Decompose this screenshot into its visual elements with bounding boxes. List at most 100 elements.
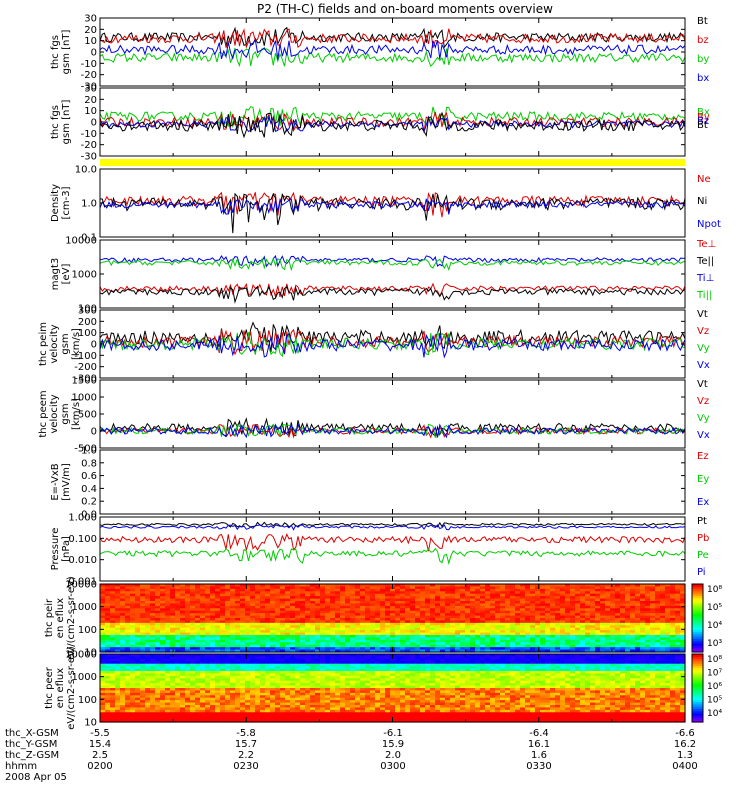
- y-tick-label: -10: [81, 129, 97, 140]
- y-tick-label: 100: [78, 328, 97, 339]
- panel-8: Pressure[nPa] 1.000 0.100 0.010 0.001 Pt Pb Pe P…: [50, 513, 709, 588]
- series-label-Vx: Vx: [697, 430, 710, 441]
- y-tick-label: 0.2: [81, 497, 97, 508]
- orbit-value: -6.1: [383, 728, 403, 739]
- y-axis-label: thc peimvelocitygsm[km/s]: [38, 322, 82, 366]
- series-label-Vx: Vx: [697, 360, 710, 371]
- y-tick-label: 100: [78, 625, 97, 636]
- series-label-bx: bx: [697, 73, 709, 84]
- orbit-value: 15.7: [235, 739, 257, 750]
- series-label-Bt: Bt: [697, 120, 708, 131]
- series-label-Te⊥: Te⊥: [696, 239, 716, 250]
- panel-5: thc peimvelocitygsm[km/s]3002001000-100-…: [38, 306, 710, 385]
- series-label-bz: bz: [697, 35, 709, 46]
- y-tick-label: 1000: [72, 602, 97, 613]
- series-label-Vy: Vy: [697, 413, 710, 424]
- colorbar: 10⁸ 10⁷ 10⁶ 10⁵ 10⁴: [691, 653, 722, 723]
- y-tick-label: 20: [84, 25, 97, 36]
- series-label-Vz: Vz: [697, 396, 709, 407]
- y-tick-label: -100: [74, 351, 97, 362]
- y-tick-label: 10000: [65, 650, 97, 661]
- y-tick-label: 300: [78, 306, 97, 317]
- series-label-Npot: Npot: [697, 219, 721, 230]
- y-axis-label: Density[cm-3]: [50, 184, 72, 222]
- series-label-Ez: Ez: [697, 451, 709, 462]
- series-label-Pi: Pi: [697, 567, 706, 578]
- series-line-Pe: [99, 547, 686, 566]
- colorbar-tick-label: 10³: [707, 639, 722, 649]
- panel-7: E=-VxB[mV/m] 1.00.8 0.6 0.4 0.2 0.0 Ez Ey Ex: [50, 446, 709, 521]
- y-axis-label: thc peemvelocitygsm[km/s]: [38, 390, 82, 437]
- series-label-Ne: Ne: [697, 174, 711, 185]
- figure-title: P2 (TH-C) fields and on-board moments ov…: [257, 2, 553, 16]
- orbit-value: 0330: [526, 761, 551, 772]
- orbit-row-label: thc_Y-GSM: [5, 739, 57, 750]
- y-tick-label: -20: [81, 70, 97, 81]
- y-tick-label: 0.001: [68, 577, 97, 588]
- y-tick-label: 100: [78, 304, 97, 315]
- series-line-Pi: [99, 524, 686, 531]
- spectrogram: [100, 654, 686, 723]
- series-label-Vt: Vt: [697, 379, 708, 390]
- panel-3: Density[cm-3]10.0 1.0 0.1 Ne Ni Npot: [50, 165, 721, 244]
- y-tick-label: 0.8: [81, 458, 97, 469]
- orbit-value: -6.4: [529, 728, 549, 739]
- panel-9: thc peiren efluxeV/(cm2-s-sr-eV) 10⁸10⁵10…: [44, 576, 722, 660]
- series-label-Ey: Ey: [697, 474, 709, 485]
- series-line-Vx: [99, 422, 686, 439]
- series-label-Ni: Ni: [697, 196, 707, 207]
- date-label: 2008 Apr 05: [5, 772, 67, 783]
- panel-10: thc peeren efluxeV/(cm2-s-sr-eV) 10⁸ 10⁷ 10…: [44, 646, 722, 730]
- series-label-Pt: Pt: [697, 516, 707, 527]
- series-label-by: by: [697, 54, 709, 65]
- panel-frame: [99, 449, 686, 515]
- y-tick-label: 1.0: [81, 446, 97, 457]
- orbit-value: 15.4: [89, 739, 111, 750]
- orbit-row-label: thc_X-GSM: [5, 728, 59, 739]
- colorbar-tick-label: 10⁷: [707, 669, 722, 679]
- y-tick-label: 0.010: [68, 555, 97, 566]
- colorbar-tick-label: 10⁴: [707, 709, 722, 719]
- orbit-value: -6.6: [675, 728, 695, 739]
- series-label-By: By: [697, 112, 710, 123]
- series-label-Vy: Vy: [697, 343, 710, 354]
- y-tick-label: 30: [84, 84, 97, 95]
- orbit-row-label: hhmm: [5, 761, 37, 772]
- colorbar-tick-label: 10⁴: [707, 621, 722, 631]
- y-axis-label: magt3[eV]: [50, 258, 72, 291]
- y-tick-label: 0: [91, 48, 97, 59]
- orbit-value: 2.2: [238, 750, 254, 761]
- colorbar-tick-label: 10⁸: [707, 655, 722, 665]
- orbit-row-label: thc_Z-GSM: [5, 750, 59, 761]
- y-tick-label: 10: [84, 106, 97, 117]
- series-label-Ti||: Ti||: [696, 290, 712, 301]
- orbit-value: 16.2: [674, 739, 696, 750]
- y-tick-label: 500: [78, 410, 97, 421]
- panel-4: magt3[eV] 10000 1000 100 Te⊥ Te|| Ti⊥ Ti||: [50, 236, 716, 315]
- y-axis-label: E=-VxB[mV/m]: [50, 463, 72, 501]
- y-tick-label: 0.1: [81, 233, 97, 244]
- series-label-Vz: Vz: [697, 326, 709, 337]
- y-tick-label: 0.100: [68, 534, 97, 545]
- spectrogram: [100, 584, 686, 653]
- y-tick-label: 0: [91, 118, 97, 129]
- series-line-Ne: [99, 191, 686, 218]
- series-line-Ti⊥: [99, 254, 686, 268]
- orbit-value: 0400: [672, 761, 697, 772]
- y-tick-label: -10: [81, 59, 97, 70]
- series-label-Vt: Vt: [697, 309, 708, 320]
- status-bar: [100, 159, 685, 166]
- series-line-Ti||: [99, 257, 686, 272]
- y-tick-label: -200: [74, 362, 97, 373]
- y-tick-label: 100: [78, 695, 97, 706]
- orbit-value: 2.0: [385, 750, 401, 761]
- y-axis-label: thc peeren efluxeV/(cm2-s-sr-eV): [44, 646, 77, 730]
- y-axis-label: thc fgsgsm [nT]: [50, 100, 72, 145]
- panel-frame: [99, 379, 686, 449]
- y-axis-label: Pressure[nPa]: [50, 528, 72, 571]
- orbit-value: 15.9: [382, 739, 404, 750]
- series-line-Pt: [99, 521, 686, 528]
